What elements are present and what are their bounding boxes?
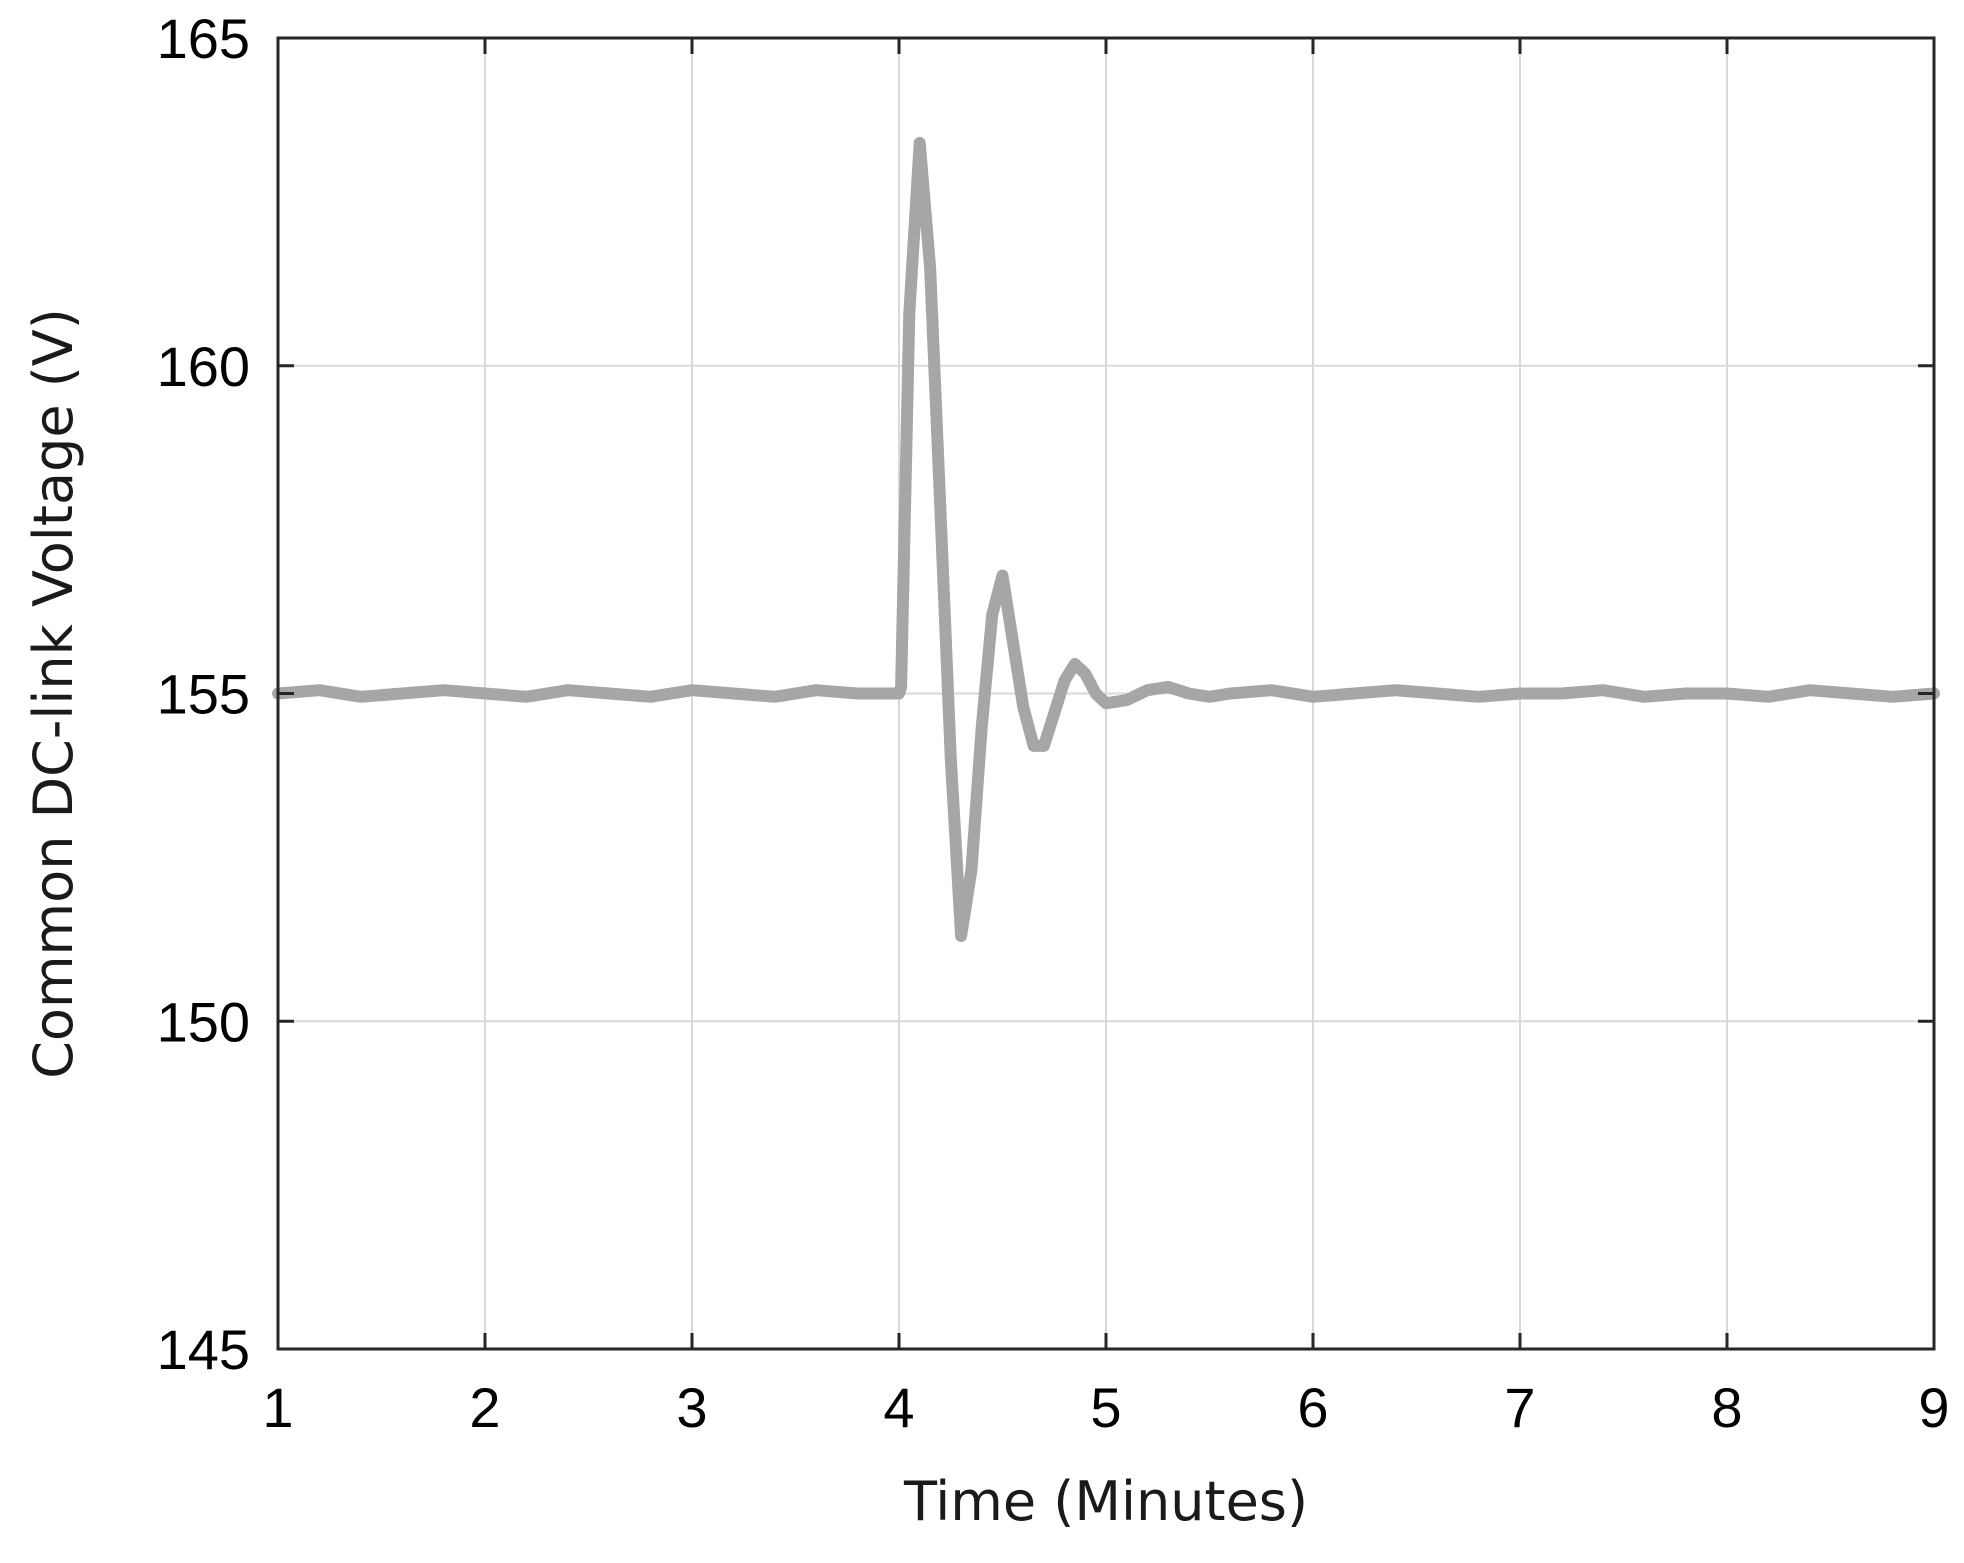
series-layer: [272, 136, 1940, 942]
x-tick-label: 2: [469, 1376, 500, 1439]
ticks: [276, 36, 1936, 1351]
x-tick-label: 3: [676, 1376, 707, 1439]
x-tick-label: 8: [1711, 1376, 1742, 1439]
x-tick-label: 9: [1918, 1376, 1949, 1439]
y-tick-label: 145: [157, 1318, 250, 1381]
x-tick-label: 1: [262, 1376, 293, 1439]
x-axis-label: Time (Minutes): [903, 1470, 1308, 1533]
y-tick-label: 155: [157, 663, 250, 726]
y-tick-label: 165: [157, 7, 250, 70]
tick-labels: 1 2 3 4 5 6 7 8 9 145 150 155 160 165: [157, 7, 1950, 1439]
series-line: [272, 136, 1940, 942]
y-tick-label: 150: [157, 990, 250, 1053]
x-tick-label: 5: [1090, 1376, 1121, 1439]
x-tick-label: 4: [883, 1376, 914, 1439]
x-tick-label: 7: [1504, 1376, 1535, 1439]
y-tick-label: 160: [157, 335, 250, 398]
y-axis-label: Common DC-link Voltage (V): [22, 308, 85, 1079]
x-tick-label: 6: [1297, 1376, 1328, 1439]
